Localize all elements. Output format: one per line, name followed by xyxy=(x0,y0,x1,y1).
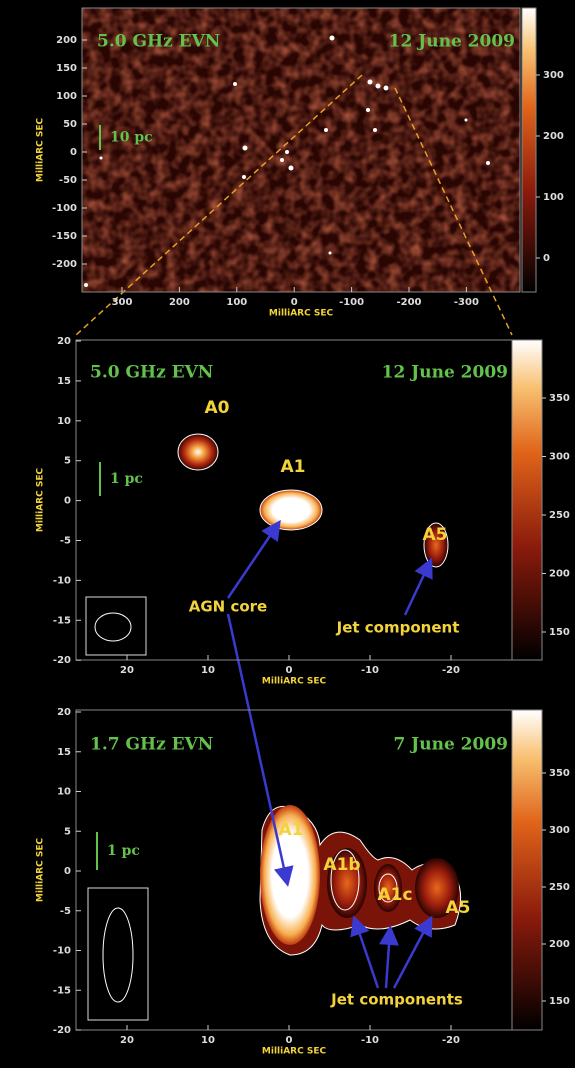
colorbar-tick-label: 250 xyxy=(549,882,570,893)
source-label: A1b xyxy=(323,855,360,875)
colorbar-tick-label: 300 xyxy=(543,70,564,81)
scale-bar-label: 1 pc xyxy=(110,471,143,487)
x-tick-label: 0 xyxy=(286,665,293,676)
title-right: 12 June 2009 xyxy=(389,32,515,52)
annotation: Jet components xyxy=(330,991,463,1009)
y-tick-label: 100 xyxy=(56,91,77,102)
x-tick-label: 0 xyxy=(286,1035,293,1046)
y-tick-label: -50 xyxy=(59,175,77,186)
x-tick-label: 20 xyxy=(120,665,134,676)
y-tick-label: -20 xyxy=(53,655,71,666)
source-label: A5 xyxy=(446,898,471,918)
y-tick-label: 10 xyxy=(57,416,71,427)
y-tick-label: -10 xyxy=(53,575,71,586)
source-label: A1 xyxy=(281,457,306,477)
y-tick-label: 5 xyxy=(64,826,71,837)
y-tick-label: 15 xyxy=(57,747,71,758)
colorbar-tick-label: 150 xyxy=(549,627,570,638)
colorbar-tick-label: 200 xyxy=(543,131,564,142)
title-right: 7 June 2009 xyxy=(393,735,508,755)
x-tick-label: -20 xyxy=(442,665,460,676)
y-tick-label: -5 xyxy=(60,906,71,917)
y-tick-label: 200 xyxy=(56,35,77,46)
x-tick-label: 200 xyxy=(169,297,190,308)
x-tick-label: 300 xyxy=(112,297,133,308)
x-tick-label: 0 xyxy=(291,297,298,308)
y-tick-label: 5 xyxy=(64,456,71,467)
colorbar xyxy=(512,710,542,1030)
x-tick-label: -300 xyxy=(454,297,479,308)
colorbar-tick-label: 150 xyxy=(549,996,570,1007)
colorbar-tick-label: 250 xyxy=(549,510,570,521)
y-tick-label: 0 xyxy=(70,147,77,158)
source-label: A1 xyxy=(279,820,304,840)
y-tick-label: 0 xyxy=(64,496,71,507)
y-tick-label: -150 xyxy=(52,231,77,242)
y-tick-label: -20 xyxy=(53,1025,71,1036)
panel-3-image xyxy=(76,710,512,1030)
y-tick-label: -15 xyxy=(53,985,71,996)
y-tick-label: -15 xyxy=(53,615,71,626)
colorbar-tick-label: 350 xyxy=(549,393,570,404)
x-tick-label: -10 xyxy=(361,1035,379,1046)
y-tick-label: 20 xyxy=(57,707,71,718)
y-tick-label: 50 xyxy=(63,119,77,130)
y-axis-label: MilliARC SEC xyxy=(36,118,46,183)
y-tick-label: -10 xyxy=(53,946,71,957)
y-tick-label: -200 xyxy=(52,259,77,270)
colorbar-tick-label: 200 xyxy=(549,569,570,580)
figure: 200150100500-50-100-150-2003002001000-10… xyxy=(0,0,575,1068)
source-label: A1c xyxy=(377,885,412,905)
x-tick-label: 10 xyxy=(201,1035,215,1046)
y-tick-label: -5 xyxy=(60,536,71,547)
y-axis-label: MilliARC SEC xyxy=(36,838,46,903)
scale-bar-label: 10 pc xyxy=(110,130,153,146)
x-tick-label: -100 xyxy=(339,297,364,308)
colorbar-tick-label: 100 xyxy=(543,192,564,203)
y-tick-label: 10 xyxy=(57,787,71,798)
y-axis-label: MilliARC SEC xyxy=(36,468,46,533)
source-label: A5 xyxy=(423,525,448,545)
x-axis-label: MilliARC SEC xyxy=(262,1047,327,1057)
colorbar-tick-label: 0 xyxy=(543,253,550,264)
colorbar xyxy=(522,8,536,292)
colorbar-tick-label: 300 xyxy=(549,825,570,836)
annotation: AGN core xyxy=(189,598,267,616)
colorbar-tick-label: 300 xyxy=(549,452,570,463)
x-tick-label: -200 xyxy=(396,297,421,308)
x-axis-label: MilliARC SEC xyxy=(269,309,334,319)
source-label: A0 xyxy=(205,398,230,418)
y-tick-label: 0 xyxy=(64,866,71,877)
title-left: 5.0 GHz EVN xyxy=(90,363,213,383)
x-tick-label: 20 xyxy=(120,1035,134,1046)
colorbar xyxy=(512,340,542,660)
title-right: 12 June 2009 xyxy=(382,363,508,383)
y-tick-label: -100 xyxy=(52,203,77,214)
colorbar-tick-label: 350 xyxy=(549,768,570,779)
scale-bar-label: 1 pc xyxy=(107,843,140,859)
y-tick-label: 150 xyxy=(56,63,77,74)
x-tick-label: -20 xyxy=(442,1035,460,1046)
panel-2-image xyxy=(76,340,512,660)
colorbar-tick-label: 200 xyxy=(549,939,570,950)
title-left: 1.7 GHz EVN xyxy=(90,735,213,755)
x-axis-label: MilliARC SEC xyxy=(262,677,327,687)
annotation: Jet component xyxy=(336,619,460,637)
x-tick-label: 10 xyxy=(201,665,215,676)
y-tick-label: 15 xyxy=(57,376,71,387)
title-left: 5.0 GHz EVN xyxy=(97,32,220,52)
x-tick-label: -10 xyxy=(361,665,379,676)
x-tick-label: 100 xyxy=(226,297,247,308)
y-tick-label: 20 xyxy=(57,336,71,347)
